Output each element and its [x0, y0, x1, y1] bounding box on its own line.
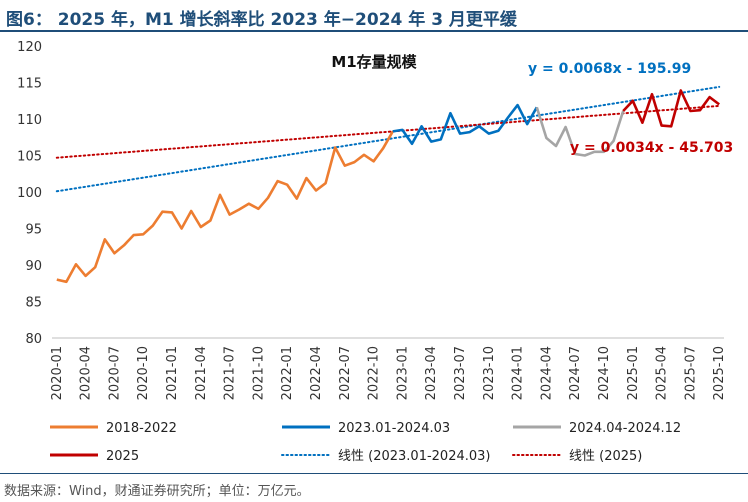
x-tick-label: 2024-10 [597, 346, 612, 400]
figure-title: 图6： 2025 年，M1 增长斜率比 2023 年−2024 年 3 月更平缓 [6, 10, 517, 30]
x-tick-label: 2021-01 [165, 346, 180, 400]
series-line-3 [622, 89, 720, 128]
y-tick-label: 110 [17, 113, 42, 128]
chart-title: M1存量规模 [331, 53, 417, 71]
legend-label-0: 2018-2022 [106, 421, 177, 436]
x-tick-label: 2024-07 [568, 346, 583, 400]
trendline-equation-0: y = 0.0068x - 195.99 [528, 61, 691, 77]
source-rule [0, 473, 748, 474]
x-tick-label: 2025-10 [712, 346, 727, 400]
x-tick-label: 2021-04 [194, 346, 209, 400]
x-tick-label: 2023-04 [424, 346, 439, 400]
legend-label-5: 线性 (2025) [569, 449, 642, 464]
x-tick-label: 2025-04 [655, 346, 670, 400]
x-tick-label: 2023-10 [482, 346, 497, 400]
y-tick-label: 115 [17, 77, 42, 92]
x-tick-label: 2021-10 [251, 346, 266, 400]
x-tick-label: 2025-01 [626, 346, 641, 400]
x-tick-label: 2023-01 [395, 346, 410, 400]
legend-label-2: 2024.04-2024.12 [569, 421, 681, 436]
x-tick-label: 2023-07 [453, 346, 468, 400]
x-tick-label: 2020-10 [136, 346, 151, 400]
legend-label-4: 线性 (2023.01-2024.03) [338, 449, 490, 464]
legend-label-1: 2023.01-2024.03 [338, 421, 450, 436]
x-tick-label: 2022-07 [338, 346, 353, 400]
x-tick-label: 2022-01 [280, 346, 295, 400]
y-tick-label: 120 [17, 40, 42, 55]
y-tick-label: 80 [25, 332, 42, 347]
x-tick-label: 2022-10 [367, 346, 382, 400]
y-tick-label: 95 [25, 223, 42, 238]
x-tick-label: 2024-04 [539, 346, 554, 400]
x-tick-label: 2020-04 [79, 346, 94, 400]
x-tick-label: 2020-07 [107, 346, 122, 400]
x-tick-label: 2021-07 [223, 346, 238, 400]
series-line-0 [56, 130, 394, 284]
x-tick-label: 2025-07 [683, 346, 698, 400]
legend-label-3: 2025 [106, 449, 139, 464]
y-tick-label: 90 [25, 259, 42, 274]
trendline-1 [55, 104, 721, 159]
x-tick-label: 2020-01 [50, 346, 65, 400]
y-tick-label: 100 [17, 186, 42, 201]
x-tick-label: 2024-01 [511, 346, 526, 400]
x-tick-label: 2022-04 [309, 346, 324, 400]
title-rule [0, 30, 748, 32]
trendline-equation-1: y = 0.0034x - 45.703 [570, 140, 733, 156]
series-line-1 [392, 103, 538, 146]
m1-chart: 80 85 90 95 100 105 110 115 120 2020-01 2020-04 202… [17, 40, 733, 464]
y-tick-label: 85 [25, 296, 42, 311]
y-tick-label: 105 [17, 150, 42, 165]
series-line-2 [535, 106, 625, 157]
source-note: 数据来源：Wind，财通证券研究所；单位：万亿元。 [4, 484, 310, 499]
